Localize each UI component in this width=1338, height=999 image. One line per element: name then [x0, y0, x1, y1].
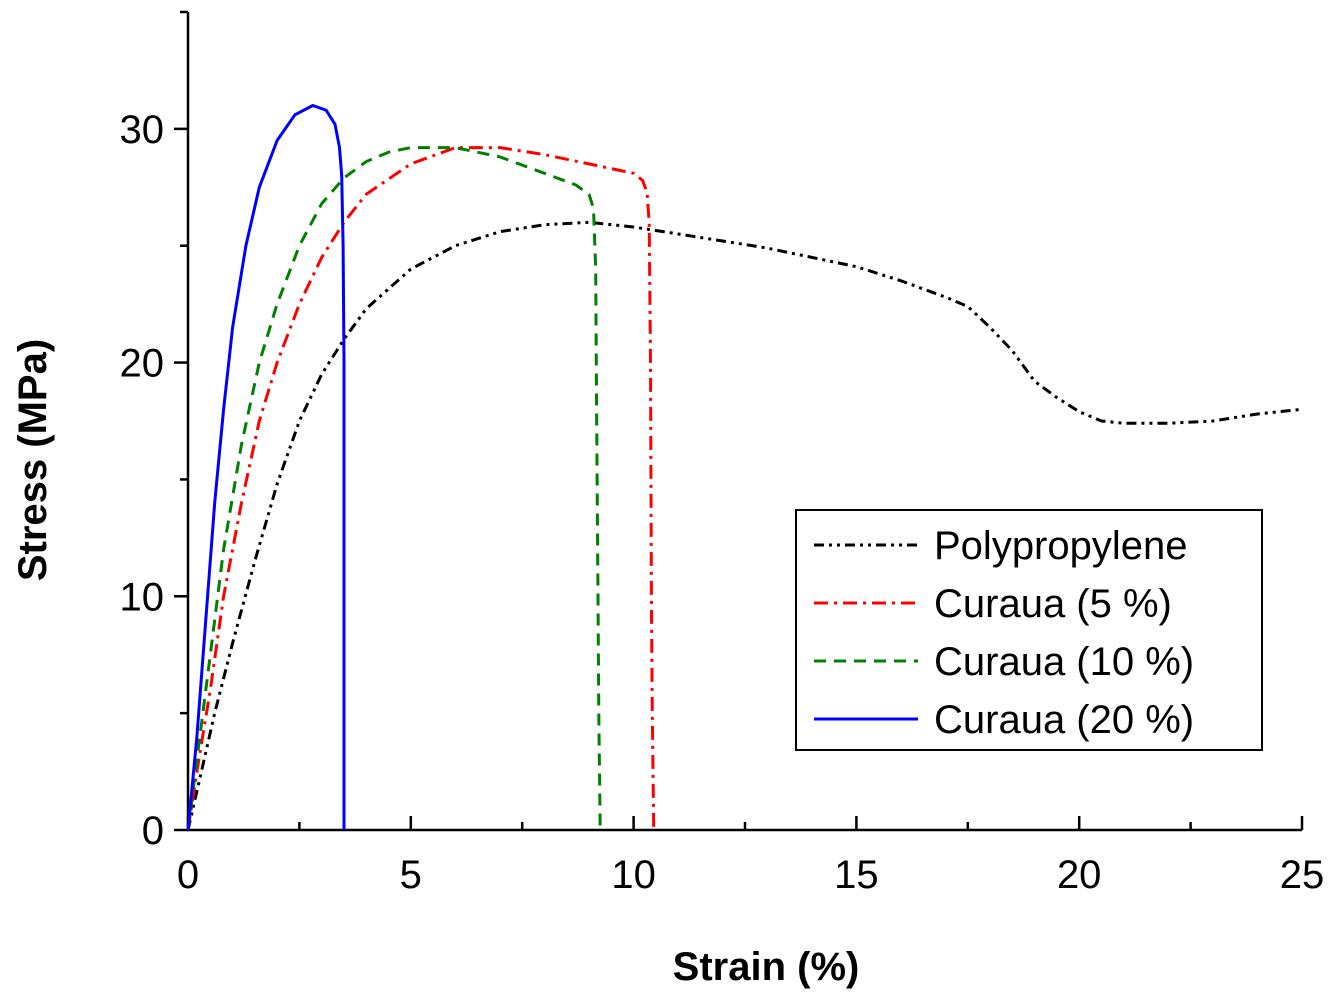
- x-tick-label: 10: [611, 853, 656, 897]
- x-tick-label: 15: [834, 853, 879, 897]
- series-line-3: [186, 104, 346, 831]
- series-line-2: [186, 146, 602, 831]
- legend-label-3: Curaua (20 %): [934, 698, 1194, 742]
- legend: Polypropylene Curaua (5 %) Curaua (10 %) Cu…: [795, 509, 1263, 751]
- x-tick-label: 0: [177, 853, 199, 897]
- axes: [174, 10, 1304, 832]
- y-axis-title: Stress (MPa): [11, 339, 55, 581]
- y-tick-label: 30: [120, 108, 165, 152]
- legend-label-2: Curaua (10 %): [934, 640, 1194, 684]
- plot-lines: [186, 104, 1303, 831]
- y-tick-label: 0: [142, 809, 164, 853]
- x-axis-title: Strain (%): [673, 945, 860, 989]
- series-line-0: [186, 220, 1303, 831]
- legend-box: [795, 509, 1263, 751]
- tick-labels: 0 5 10 15 20 25 0 10 20 30: [120, 108, 1325, 897]
- x-tick-label: 20: [1057, 853, 1102, 897]
- legend-label-0: Polypropylene: [934, 524, 1188, 568]
- series-line-1: [186, 146, 656, 831]
- y-tick-label: 20: [120, 342, 165, 386]
- x-tick-label: 25: [1280, 853, 1325, 897]
- x-tick-label: 5: [400, 853, 422, 897]
- legend-label-1: Curaua (5 %): [934, 582, 1172, 626]
- y-tick-label: 10: [120, 575, 165, 619]
